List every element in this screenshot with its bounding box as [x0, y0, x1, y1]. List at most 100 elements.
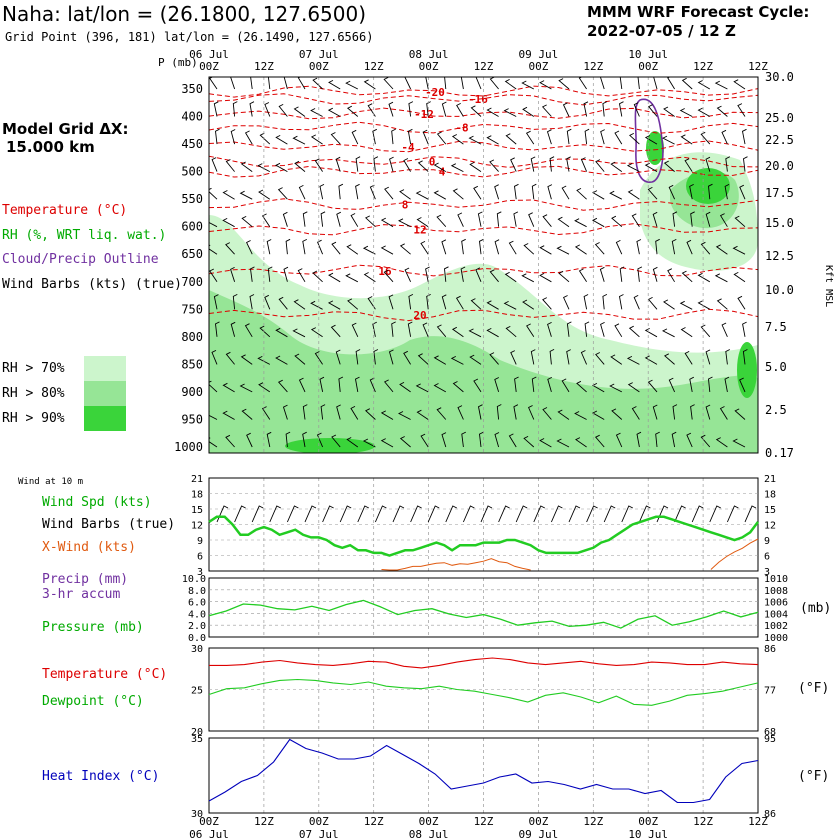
wind-barb — [664, 353, 675, 365]
rh-legend-label-90: RH > 90% — [2, 411, 65, 426]
wind-barb — [739, 377, 746, 393]
wind-barb — [209, 411, 218, 420]
wind-speed-label: Wind Spd (kts) — [42, 495, 152, 510]
wind-barb — [380, 438, 394, 448]
wind-barb — [633, 102, 640, 117]
wind-barb — [671, 238, 677, 255]
wind-barb — [610, 161, 623, 172]
wind-barb — [232, 101, 238, 117]
bottom-date-label: 09 Jul — [519, 828, 559, 840]
forecast-cycle-value: 2022-07-05 / 12 Z — [587, 22, 736, 40]
wind-barb — [708, 183, 713, 200]
wind-barb — [655, 238, 660, 255]
wind-barb — [668, 377, 676, 393]
wind-barb — [320, 211, 326, 227]
wind-barb — [468, 135, 482, 145]
heat-index-tick-left: 35 — [191, 734, 203, 745]
wind-barb — [316, 432, 324, 448]
top-time-tick-label: 12Z — [748, 60, 768, 73]
wind-barb — [700, 324, 711, 338]
wind-barb — [539, 80, 552, 90]
wind-barb — [732, 438, 746, 448]
wind-barb — [647, 296, 658, 310]
wind-barb — [338, 183, 344, 200]
wind-barb — [505, 325, 517, 338]
wind-barb — [209, 77, 218, 90]
wind-barbs-label: Wind Barbs (true) — [42, 517, 176, 532]
wind-barb — [652, 211, 658, 227]
height-tick-label: 22.5 — [765, 133, 794, 147]
wind-barb — [574, 411, 587, 420]
wind-barb — [719, 406, 728, 420]
wind-barb — [388, 294, 394, 310]
wind-barb — [525, 130, 535, 145]
surface-wind-barb — [304, 505, 317, 523]
wind-barb — [209, 218, 218, 228]
height-tick-label: 17.5 — [765, 186, 794, 200]
wind-barb — [426, 101, 431, 117]
wind-barb — [240, 161, 253, 172]
surface-wind-barb — [410, 505, 422, 523]
isotherm-label: 12 — [413, 223, 426, 236]
wind-barb — [679, 300, 693, 310]
wind-barb — [549, 156, 555, 172]
precip-tick-left: 2.0 — [188, 621, 206, 632]
temperature-tick-left: 30 — [191, 644, 203, 655]
wind-barb — [450, 355, 464, 365]
pressure-tick-right: 1002 — [764, 621, 788, 632]
wind-barb — [354, 376, 360, 392]
wind-barb — [239, 190, 253, 200]
surface-wind-barb — [374, 505, 387, 523]
top-date-label: 07 Jul — [299, 48, 339, 61]
wind-barb — [705, 404, 711, 420]
wind-barb — [637, 266, 643, 282]
wind-barb — [475, 77, 482, 90]
isotherm-line — [209, 140, 758, 153]
pressure-tick-label: 800 — [181, 330, 203, 344]
height-tick-label: 25.0 — [765, 111, 794, 125]
wind-barb — [222, 217, 235, 228]
wind-panel: 21 21 18 18 15 15 12 12 9 9 6 6 3 3 — [191, 474, 776, 578]
wind-barb — [684, 350, 693, 365]
wind-barb — [486, 300, 499, 310]
wind-barb — [292, 135, 306, 145]
wind-tick-left: 15 — [191, 505, 203, 516]
wind-barb — [629, 132, 640, 145]
bottom-date-label: 10 Jul — [628, 828, 668, 840]
wind-barb — [714, 273, 728, 283]
wind-barb — [741, 128, 747, 145]
wind-barb — [672, 211, 678, 227]
wind-barb — [285, 431, 291, 448]
bottom-date-label: 06 Jul — [189, 828, 229, 840]
wind-barb — [647, 186, 658, 200]
wind-barb — [576, 187, 587, 200]
wind-barb — [452, 381, 464, 393]
precip-pressure-panel: 10.0 1010 8.0 1008 6.0 1006 4.0 1004 2.0 1002 0.0 1… — [182, 574, 788, 644]
cross-section-frame — [208, 76, 759, 454]
wind-barb — [475, 267, 482, 282]
wind-barb — [628, 325, 640, 338]
wind-barb — [230, 77, 236, 90]
wind-barb — [355, 156, 361, 172]
isotherm-label: 20 — [413, 309, 426, 322]
bottom-time-tick-label: 00Z — [309, 815, 329, 828]
wind-barb — [600, 129, 605, 145]
temperature-tick-left: 25 — [191, 686, 203, 697]
legend-rh: RH (%, WRT liq. wat.) — [2, 228, 167, 243]
wind-barb — [215, 321, 220, 337]
bottom-time-tick-label: 00Z — [638, 815, 658, 828]
pressure-tick-label: 900 — [181, 385, 203, 399]
pressure-tick-label: 350 — [181, 82, 203, 96]
wind-barb — [420, 433, 429, 448]
top-time-tick-label: 12Z — [254, 60, 274, 73]
wind-barb — [213, 101, 219, 117]
isotherm-line — [209, 85, 758, 98]
isotherm-label: -16 — [468, 93, 488, 106]
wind-barb — [297, 268, 306, 283]
wind-barb — [225, 434, 235, 448]
wind-tick-right: 12 — [764, 521, 776, 532]
wind-barb — [679, 108, 693, 117]
wind-barb — [614, 130, 623, 145]
wind-barb — [574, 244, 587, 255]
wind-barb — [222, 410, 235, 420]
